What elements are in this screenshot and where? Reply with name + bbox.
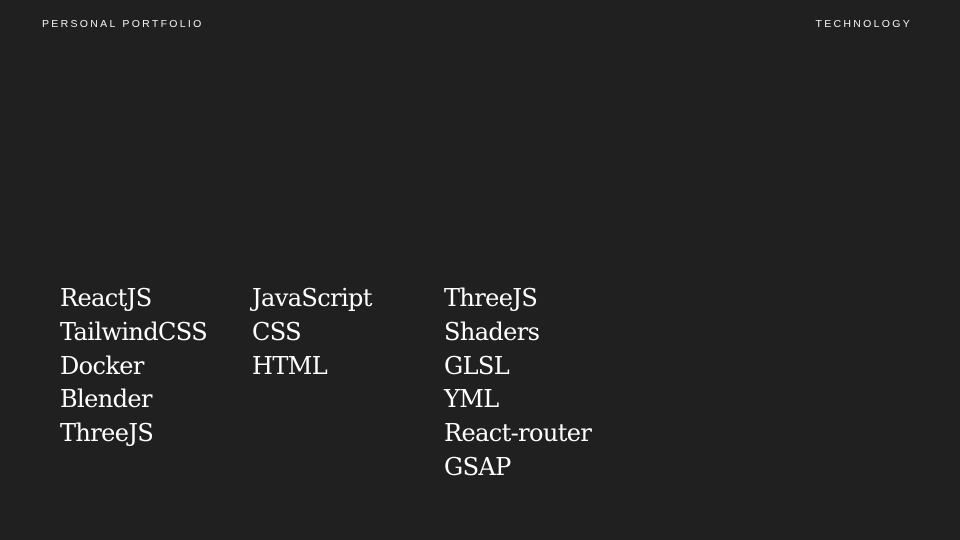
technology-item: React-router (444, 419, 592, 448)
technology-item: TailwindCSS (60, 317, 208, 346)
technology-item: Blender (60, 385, 152, 414)
technology-column-1: ReactJS TailwindCSS Docker Blender Three… (60, 282, 252, 485)
technology-item: JavaScript (252, 284, 372, 312)
section-title: TECHNOLOGY (815, 18, 912, 30)
technology-item: Docker (60, 351, 144, 380)
technology-item: GSAP (444, 452, 511, 481)
technology-item: ThreeJS (444, 284, 538, 312)
technology-item: Shaders (444, 317, 540, 346)
technology-item: YML (444, 385, 499, 414)
technology-item: ThreeJS (60, 419, 154, 448)
technology-column-3: ThreeJS Shaders GLSL YML React-router GS… (444, 282, 664, 485)
technology-item: ReactJS (60, 284, 152, 312)
technology-item: GLSL (444, 351, 510, 380)
technology-item: CSS (252, 317, 302, 346)
technology-column-2: JavaScript CSS HTML (252, 282, 444, 485)
technology-item: HTML (252, 351, 328, 380)
site-title: PERSONAL PORTFOLIO (42, 18, 204, 30)
technology-list: ReactJS TailwindCSS Docker Blender Three… (60, 282, 664, 485)
